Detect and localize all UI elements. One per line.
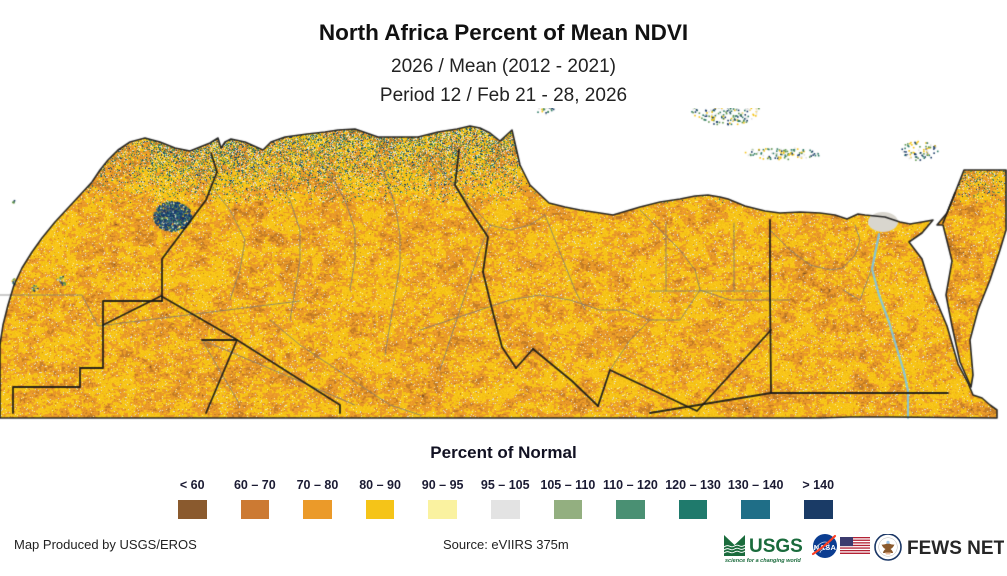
svg-text:science for a changing world: science for a changing world xyxy=(725,558,801,564)
svg-text:USGS: USGS xyxy=(749,536,803,557)
svg-text:FEWS NET: FEWS NET xyxy=(907,538,1004,559)
